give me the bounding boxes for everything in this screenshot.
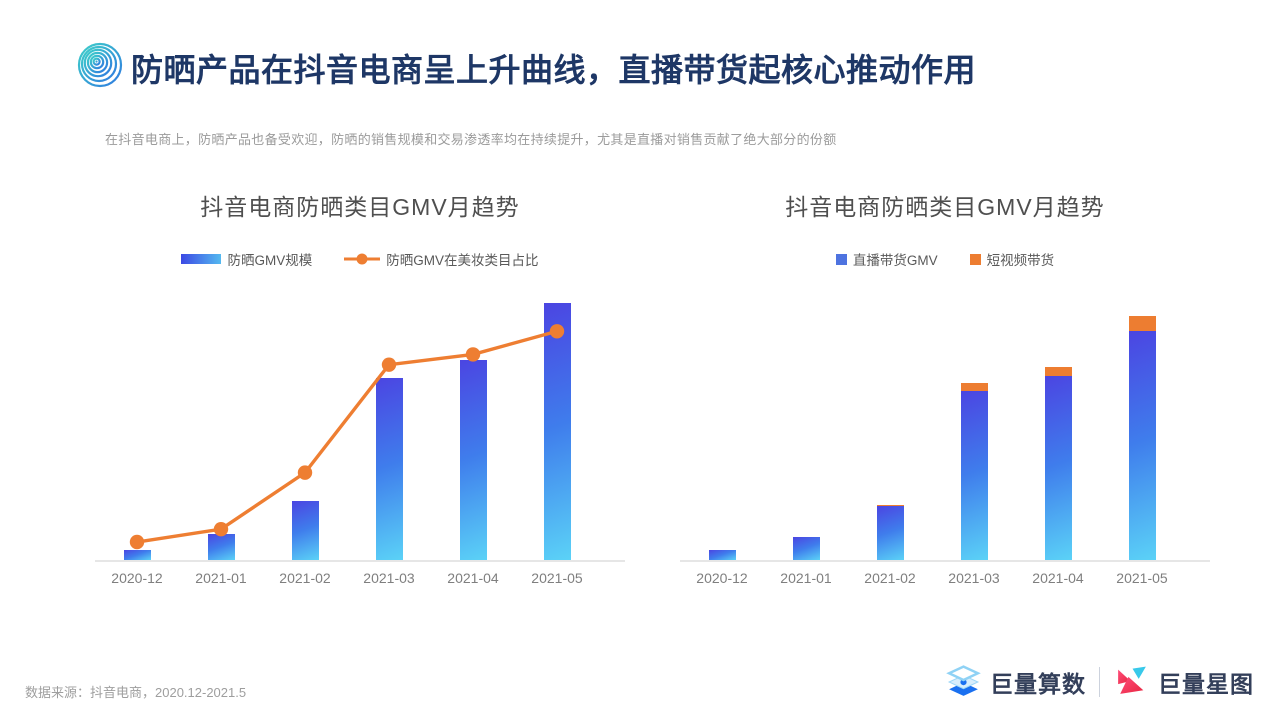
legend-gradient-swatch [181,254,222,264]
bar-2021-04 [1044,376,1072,560]
line-point-2020-12 [129,534,145,550]
line-point-2021-03 [381,357,397,372]
chart-gmv-trend: 抖音电商防晒类目GMV月趋势 防晒GMV规模 防晒GMV在美妆类目占比 2020-… [95,188,625,586]
line-point-2021-01 [213,521,229,537]
legend-line-swatch [344,253,381,265]
legend-label: 短视频带货 [986,253,1055,268]
chart-plot-area: 2020-12 2021-01 2021-02 2021-03 2021-04 2021-… [680,268,1210,586]
bar-2021-05 [1128,330,1156,560]
chart-legend: 防晒GMV规模 防晒GMV在美妆类目占比 [95,249,625,269]
legend-square-swatch [969,253,981,265]
bar-2021-02 [291,500,319,560]
line-point-2021-05 [549,324,565,339]
bar-2020-12 [708,550,736,560]
bar-2021-03 [960,390,988,560]
legend-item: 直播带货GMV [835,249,938,269]
chart-gmv-by-channel: 抖音电商防晒类目GMV月趋势 直播带货GMV 短视频带货 2020-12 2021-… [680,188,1210,586]
bar-cap-2021-03 [960,382,988,391]
juliang-suanshu-logo: 巨量算数 [945,663,1086,700]
legend-square-swatch [835,253,847,265]
bar-2021-01 [207,534,235,560]
line-point-2021-02 [297,465,313,480]
chart-legend: 直播带货GMV 短视频带货 [680,249,1210,269]
x-axis-label: 2021-02 [279,570,331,586]
x-axis-label: 2021-04 [1032,570,1084,586]
chart-title: 抖音电商防晒类目GMV月趋势 [200,194,520,220]
legend-label: 防晒GMV在美妆类目占比 [386,253,539,268]
legend-label: 防晒GMV规模 [227,253,313,268]
bar-2021-03 [375,377,403,560]
x-axis-label: 2020-12 [111,570,163,586]
bar-2021-04 [459,359,487,560]
x-axis-label: 2021-01 [780,570,832,586]
bar-cap-2021-02 [876,504,904,507]
x-axis-label: 2021-05 [531,570,583,586]
page-title: 防晒产品在抖音电商呈上升曲线，直播带货起核心推动作用 [131,52,977,88]
bar-cap-2021-05 [1128,315,1156,331]
legend-item: 防晒GMV在美妆类目占比 [344,249,539,269]
juliang-xingtu-icon [1118,666,1146,694]
legend-label: 直播带货GMV [852,253,938,268]
bar-2021-05 [543,303,571,560]
bar-2021-01 [792,536,820,560]
juliang-xingtu-logo: 巨量星图 [1113,663,1254,700]
bar-2020-12 [123,549,151,560]
x-axis-line [95,560,625,562]
legend-item: 短视频带货 [969,249,1055,269]
legend-item: 防晒GMV规模 [181,249,312,269]
x-axis-label: 2021-04 [447,570,499,586]
bar-cap-2021-04 [1044,367,1072,377]
juliang-suanshu-label: 巨量算数 [990,670,1086,697]
chart-plot-area: 2020-12 2021-01 2021-02 2021-03 2021-04 2021-… [95,268,625,586]
x-axis-label: 2021-03 [363,570,415,586]
juliang-suanshu-icon [946,665,981,696]
x-axis-label: 2020-12 [696,570,748,586]
x-axis-line [680,560,1210,562]
spiral-logo-icon [77,42,123,88]
x-axis-label: 2021-05 [1116,570,1168,586]
line-series [129,324,565,550]
line-point-2021-04 [465,347,481,362]
x-axis-label: 2021-03 [948,570,1000,586]
brand-logos: 巨量算数 巨量星图 [945,663,1254,700]
x-axis-label: 2021-02 [864,570,916,586]
page-subtitle: 在抖音电商上，防晒产品也备受欢迎，防晒的销售规模和交易渗透率均在持续提升，尤其是… [105,132,837,147]
x-axis-label: 2021-01 [195,570,247,586]
chart-title: 抖音电商防晒类目GMV月趋势 [785,194,1105,220]
juliang-xingtu-label: 巨量星图 [1158,670,1254,697]
bar-2021-02 [876,506,904,560]
data-source-note: 数据来源：抖音电商，2020.12-2021.5 [25,685,247,700]
logo-divider [1099,666,1100,697]
